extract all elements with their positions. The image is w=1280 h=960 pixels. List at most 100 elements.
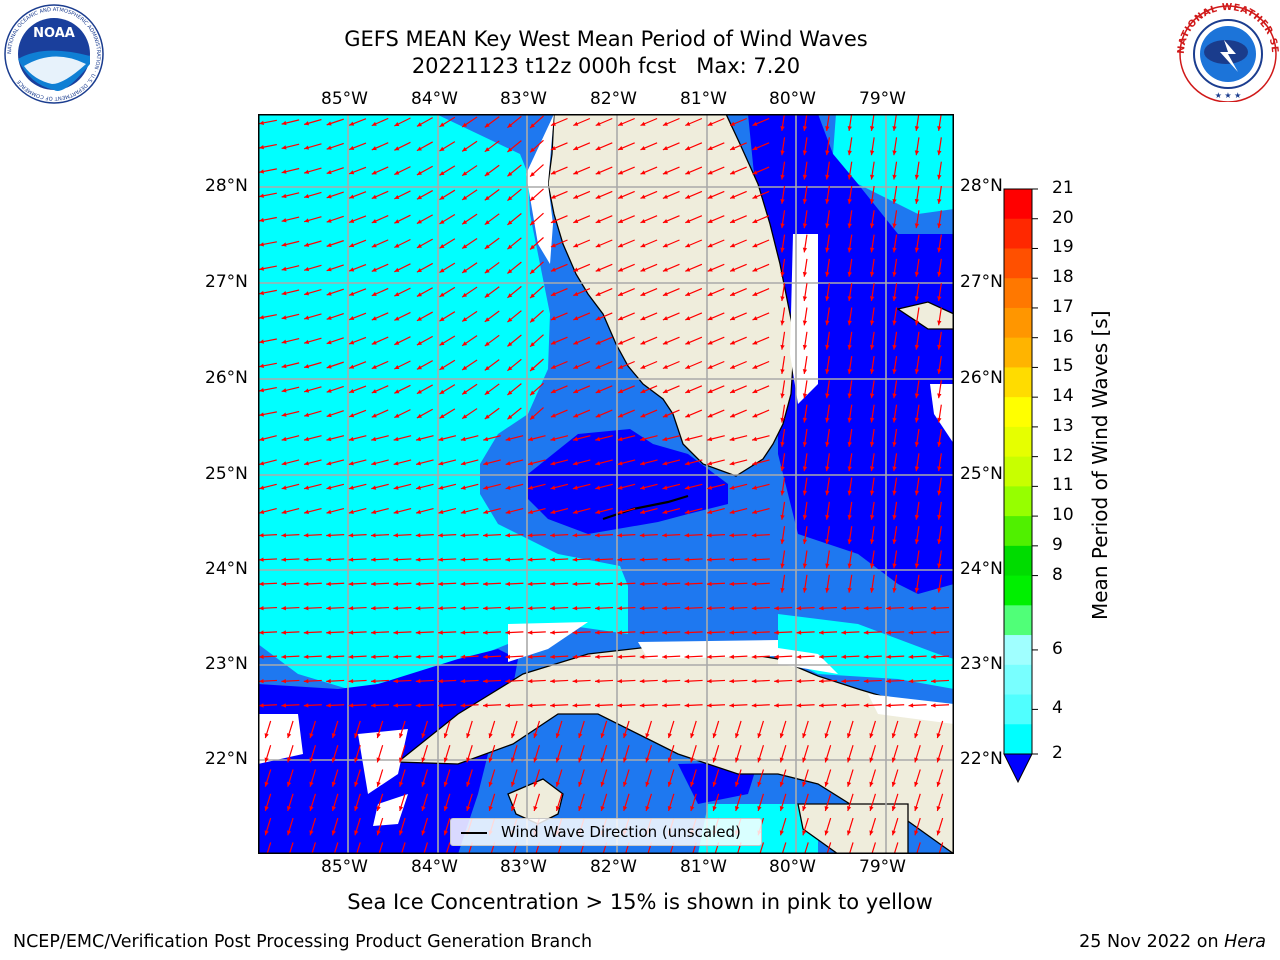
wind-arrow: [936, 793, 944, 812]
wind-arrow: [595, 385, 613, 394]
wind-arrow: [818, 630, 838, 635]
wind-arrow: [484, 213, 500, 226]
wind-arrow: [640, 385, 658, 394]
wind-arrow: [825, 477, 830, 496]
wind-arrow: [729, 117, 747, 127]
wind-arrow: [555, 720, 563, 739]
wind-arrow: [572, 581, 591, 587]
wind-arrow: [892, 283, 898, 302]
wind-arrow: [847, 453, 853, 472]
wind-arrow: [578, 745, 585, 763]
wind-arrow: [264, 817, 272, 836]
wind-arrow: [438, 581, 457, 587]
wind-arrow: [936, 769, 944, 787]
wind-arrow: [824, 745, 832, 763]
wind-arrow: [331, 720, 339, 739]
wind-arrow: [505, 581, 524, 587]
wind-arrow: [309, 720, 317, 739]
colorbar-band: [1004, 605, 1032, 636]
wind-arrow: [303, 386, 322, 393]
wind-arrow: [937, 161, 942, 180]
wind-arrow: [752, 312, 770, 321]
wind-arrow: [914, 234, 920, 253]
wind-arrow: [527, 654, 546, 659]
wind-arrow: [348, 483, 367, 490]
wind-arrow: [259, 192, 277, 198]
wind-arrow: [303, 143, 322, 150]
wind-arrow: [914, 428, 920, 447]
land: [396, 114, 954, 854]
wind-arrow: [622, 720, 630, 739]
wind-arrow: [685, 360, 703, 370]
wind-arrow: [572, 435, 591, 442]
wind-arrow: [892, 234, 898, 253]
isle-of-youth: [507, 778, 564, 825]
wind-arrow: [617, 142, 635, 151]
wind-arrow: [662, 336, 680, 345]
wind-arrow: [348, 533, 367, 538]
wind-arrow: [937, 331, 942, 350]
colorbar-tick-label: 4: [1052, 698, 1063, 719]
wind-arrow: [460, 483, 479, 490]
colorbar-tick-label: 8: [1052, 564, 1063, 585]
wind-arrow: [706, 703, 726, 708]
wind-arrow: [527, 678, 546, 684]
lon-label-bottom: 84°W: [411, 857, 458, 877]
wind-arrow: [780, 307, 786, 326]
wind-arrow: [914, 453, 920, 472]
lon-label-top: 80°W: [769, 89, 816, 109]
wind-arrow: [393, 606, 412, 611]
wind-arrow: [847, 258, 853, 277]
wind-arrow: [533, 720, 541, 739]
wind-arrow: [394, 336, 411, 346]
wind-arrow: [326, 654, 345, 659]
wind-arrow: [685, 288, 703, 297]
wind-arrow: [662, 117, 680, 127]
wind-arrow: [892, 574, 898, 593]
wind-arrow: [527, 703, 546, 708]
wind-arrow: [869, 161, 875, 180]
wind-arrow: [348, 166, 367, 175]
wind-arrow: [622, 769, 630, 787]
wind-arrow: [354, 817, 361, 836]
colorbar-band: [1004, 456, 1032, 487]
wind-arrow: [258, 654, 278, 659]
wind-arrow: [439, 141, 456, 152]
wind-arrow: [370, 606, 390, 611]
wind-arrow: [311, 842, 317, 854]
wind-arrow: [847, 307, 853, 326]
wind-arrow: [259, 507, 277, 515]
wind-arrow: [439, 408, 456, 419]
wind-arrow: [461, 213, 478, 225]
wind-arrow: [937, 526, 942, 545]
wind-arrow: [751, 435, 770, 442]
wind-arrow: [393, 581, 412, 587]
wind-arrow: [416, 214, 433, 225]
wind-arrow: [529, 285, 544, 299]
wind-arrow: [780, 356, 786, 374]
wind-arrow: [281, 338, 300, 344]
wind-arrow: [600, 745, 608, 763]
wind-arrow: [264, 745, 272, 763]
wind-arrow: [286, 769, 294, 787]
colorbar-band: [1004, 635, 1032, 666]
wind-arrow: [729, 312, 747, 321]
wind-arrow: [847, 283, 853, 302]
lon-label-top: 79°W: [859, 89, 906, 109]
wind-arrow: [780, 114, 786, 131]
wind-arrow: [573, 215, 591, 224]
wind-arrow: [662, 703, 681, 708]
wind-arrow: [505, 483, 524, 490]
wind-arrow: [348, 142, 367, 151]
wind-arrow: [421, 745, 429, 763]
wind-arrow: [818, 654, 838, 659]
wind-arrow: [685, 409, 703, 418]
wind-arrow: [259, 144, 277, 150]
wind-arrow: [505, 630, 524, 635]
wind-arrow: [780, 574, 786, 593]
wind-arrow: [529, 115, 544, 129]
wind-arrow: [393, 703, 412, 708]
wind-arrow: [869, 428, 875, 447]
wind-arrow: [416, 190, 433, 200]
wind-arrow: [869, 769, 877, 787]
